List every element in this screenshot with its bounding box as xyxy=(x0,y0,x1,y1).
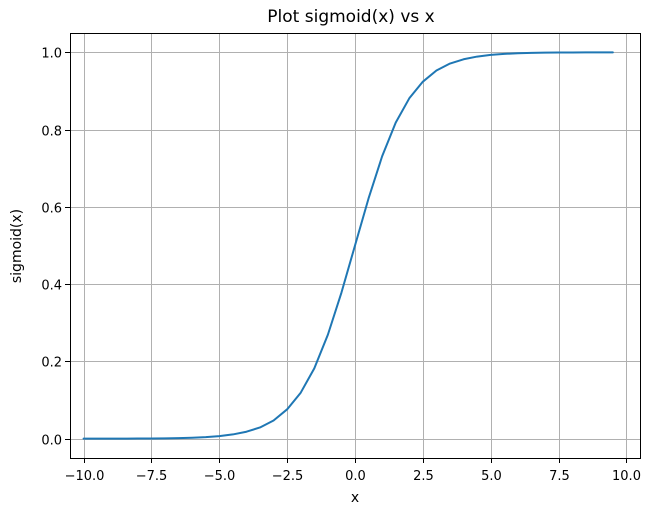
sigmoid-line xyxy=(82,51,614,440)
y-axis-label: sigmoid(x) xyxy=(9,209,25,283)
x-axis-label: x xyxy=(351,490,359,506)
y-tick-label: 0.6 xyxy=(41,202,62,217)
series-layer xyxy=(82,51,614,440)
x-tick-label: −7.5 xyxy=(136,469,168,484)
chart-title: Plot sigmoid(x) vs x xyxy=(267,7,434,27)
x-tick-label: 2.5 xyxy=(413,469,434,484)
x-tick-label: 0.0 xyxy=(345,469,366,484)
x-tick-label: −10.0 xyxy=(65,469,105,484)
y-tick-label: 0.8 xyxy=(41,125,62,140)
x-tick-label: 5.0 xyxy=(481,469,502,484)
y-tick-label: 0.4 xyxy=(41,279,62,294)
x-tick-label: −2.5 xyxy=(272,469,304,484)
y-tick-label: 0.2 xyxy=(41,356,62,371)
y-tick-label: 0.0 xyxy=(41,434,62,449)
y-axis-ticks: 0.0 0.2 0.4 0.6 0.8 1.0 xyxy=(41,47,70,449)
x-tick-label: 10.0 xyxy=(612,469,641,484)
y-tick-label: 1.0 xyxy=(41,47,62,62)
x-tick-label: 7.5 xyxy=(549,469,570,484)
x-tick-label: −5.0 xyxy=(204,469,236,484)
x-axis-ticks: −10.0 −7.5 −5.0 −2.5 0.0 2.5 5.0 7.5 10.0 xyxy=(65,458,641,484)
